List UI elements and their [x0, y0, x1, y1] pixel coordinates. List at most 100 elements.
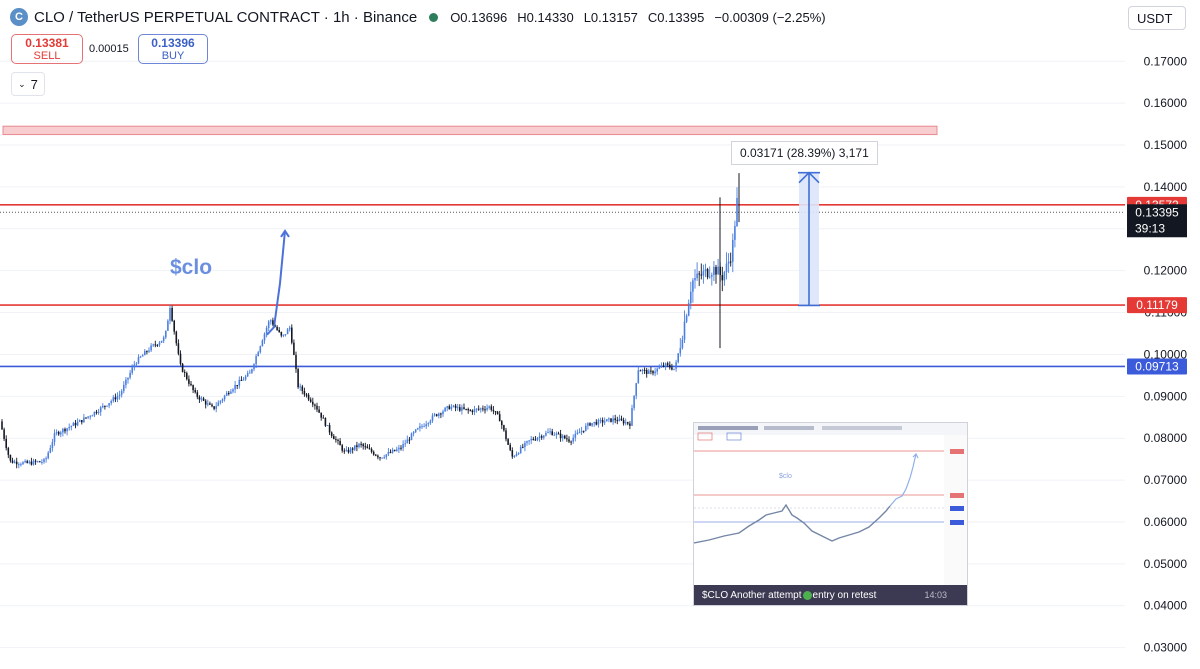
- candle-body: [656, 368, 658, 372]
- candle-body: [671, 367, 673, 370]
- candle-body: [385, 454, 388, 458]
- candle-body: [444, 407, 446, 412]
- candle-body: [280, 332, 283, 336]
- candle-body: [43, 459, 45, 462]
- currency-selector[interactable]: USDT: [1128, 6, 1186, 30]
- inset-mini-chart: $clo: [694, 423, 967, 585]
- annotation-arrow[interactable]: [266, 230, 286, 336]
- candle-body: [257, 352, 259, 357]
- candle-body: [9, 454, 12, 461]
- measure-label: 0.03171 (28.39%) 3,171: [731, 141, 878, 165]
- candle-body: [467, 408, 469, 411]
- candle-body: [627, 422, 629, 424]
- candle-body: [162, 337, 165, 341]
- candle-body: [528, 440, 530, 442]
- candle-body: [81, 420, 83, 423]
- candle-body: [70, 425, 73, 428]
- candle-body: [288, 327, 291, 330]
- candle-body: [536, 437, 539, 440]
- candle-body: [230, 391, 232, 394]
- candle-body: [652, 371, 654, 374]
- candle-body: [435, 414, 438, 416]
- candle-body: [375, 454, 377, 456]
- candle-body: [469, 410, 472, 412]
- candle-body: [566, 438, 568, 440]
- candle-body: [433, 414, 436, 416]
- candle-body: [341, 445, 343, 451]
- candle-body: [513, 456, 516, 458]
- candle-body: [125, 379, 127, 385]
- candle-body: [175, 331, 178, 344]
- candle-body: [534, 439, 537, 441]
- candle-body: [461, 407, 463, 411]
- resistance-zone[interactable]: [2, 125, 938, 136]
- candle-body: [570, 441, 572, 443]
- candle-body: [389, 451, 392, 453]
- price-axis[interactable]: [1125, 0, 1200, 669]
- candle-body: [217, 402, 220, 407]
- annotation-text: $clo: [170, 256, 213, 279]
- candle-body: [57, 432, 60, 435]
- candle-body: [198, 396, 201, 400]
- candle-body: [76, 421, 79, 426]
- candle-body: [349, 448, 352, 453]
- candle-body: [93, 411, 96, 416]
- high-value: H0.14330: [517, 9, 574, 25]
- candle-body: [454, 405, 457, 408]
- candle-body: [427, 423, 430, 425]
- candle-body: [704, 269, 707, 272]
- candle-body: [639, 370, 642, 372]
- candle-body: [179, 353, 182, 364]
- candle-body: [160, 340, 163, 343]
- candle-body: [685, 315, 688, 322]
- candle-body: [301, 386, 304, 392]
- symbol-title[interactable]: CLO / TetherUS PERPETUAL CONTRACT · 1h ·…: [34, 8, 418, 26]
- indicators-toggle[interactable]: ⌄ 7: [11, 72, 45, 96]
- candle-body: [364, 446, 367, 448]
- candle-body: [91, 415, 94, 417]
- candle-body: [727, 261, 730, 264]
- green-circle-icon: [802, 590, 812, 600]
- candle-body: [509, 444, 511, 451]
- candle-body: [74, 422, 77, 426]
- buy-button[interactable]: 0.13396 BUY: [138, 34, 208, 64]
- candle-body: [333, 436, 335, 440]
- candle-body: [414, 429, 417, 433]
- candle-body: [202, 398, 205, 401]
- candle-body: [335, 439, 337, 441]
- candle-body: [318, 409, 320, 413]
- candle-body: [412, 432, 415, 434]
- candle-body: [597, 419, 600, 425]
- measure-arrowhead: [798, 171, 820, 184]
- buy-price: 0.13396: [151, 36, 195, 50]
- sell-button[interactable]: 0.13381 SELL: [11, 34, 83, 64]
- candle-body: [62, 428, 64, 433]
- candle-body: [400, 447, 402, 449]
- candle-body: [700, 274, 703, 276]
- candle-body: [545, 432, 547, 436]
- change-value: −0.00309 (−2.25%): [714, 9, 826, 25]
- candle-body: [360, 443, 362, 445]
- open-value: O0.13696: [450, 9, 508, 25]
- candle-body: [662, 365, 665, 367]
- candle-body: [419, 426, 421, 429]
- candle-body: [587, 423, 589, 426]
- candle-body: [213, 406, 215, 409]
- candle-body: [547, 432, 549, 434]
- candle-body: [370, 449, 373, 452]
- candle-body: [129, 372, 131, 378]
- candle-body: [1, 421, 3, 430]
- candle-body: [631, 408, 633, 426]
- candle-body: [114, 397, 117, 400]
- candle-body: [297, 369, 299, 388]
- candle-body: [347, 449, 350, 453]
- candle-body: [589, 423, 591, 426]
- candle-body: [64, 428, 66, 432]
- chart-header: C CLO / TetherUS PERPETUAL CONTRACT · 1h…: [0, 0, 1120, 34]
- candle-body: [68, 427, 70, 429]
- candle-body: [265, 327, 268, 334]
- candle-body: [578, 432, 581, 434]
- y-tick-label: 0.04000: [1144, 599, 1188, 613]
- current-price-label: 0.13395: [1135, 205, 1179, 219]
